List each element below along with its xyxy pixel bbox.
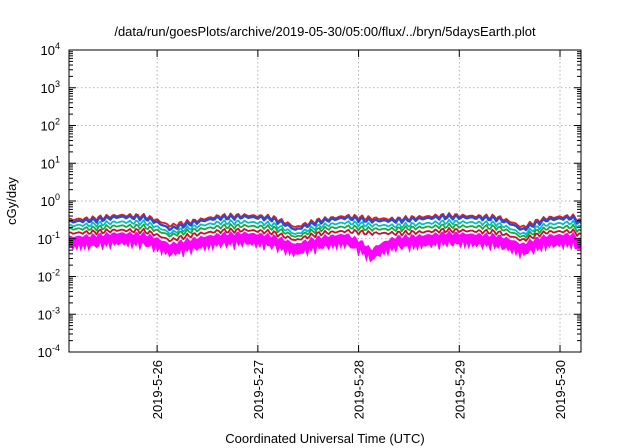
y-tick-label: 100: [41, 192, 60, 209]
x-tick-label: 2019-5-28: [352, 360, 367, 419]
series-group: [68, 212, 582, 263]
y-tick-label: 104: [41, 41, 60, 58]
y-tick-label: 10-4: [38, 343, 60, 360]
y-tick-label: 10-1: [38, 230, 60, 247]
y-tick-label: 103: [41, 79, 60, 96]
y-axis-label: cGy/day: [4, 177, 19, 225]
y-tick-label: 102: [41, 117, 60, 134]
x-tick-label: 2019-5-26: [150, 360, 165, 419]
series-line: [68, 222, 582, 239]
y-tick-label: 101: [41, 154, 60, 171]
y-axis: 10-4 10-3 10-2 10-1 100 101 102 103 104: [38, 41, 581, 360]
x-tick-label: 2019-5-29: [452, 360, 467, 419]
series-line: [69, 218, 582, 236]
x-axis: 2019-5-26 2019-5-27 2019-5-28 2019-5-29 2019…: [150, 50, 568, 419]
series-line: [69, 213, 582, 232]
series-line: [68, 227, 582, 243]
y-tick-label: 10-2: [38, 268, 60, 285]
x-axis-label: Coordinated Universal Time (UTC): [225, 431, 424, 446]
x-tick-label: 2019-5-30: [553, 360, 568, 419]
y-tick-label: 10-3: [38, 305, 60, 322]
x-tick-label: 2019-5-27: [251, 360, 266, 419]
chart-title: /data/run/goesPlots/archive/2019-05-30/0…: [114, 24, 536, 39]
grid: [69, 50, 581, 352]
